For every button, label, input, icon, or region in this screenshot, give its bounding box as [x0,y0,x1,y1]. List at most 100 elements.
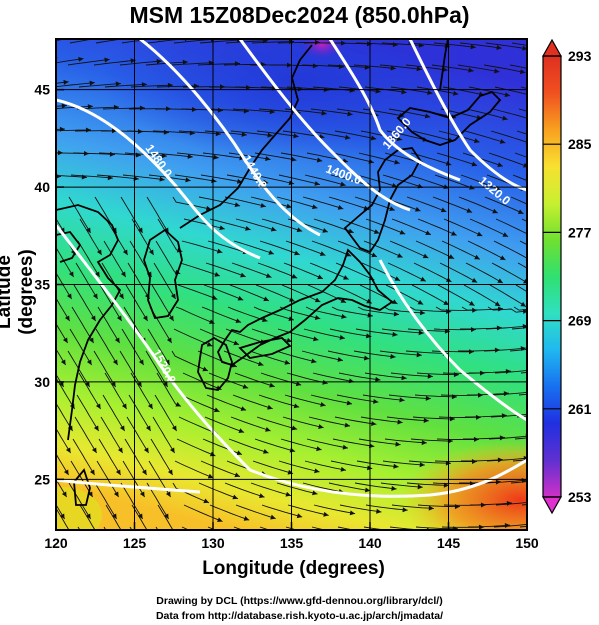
streamline [68,196,91,234]
streamline [416,372,460,376]
streamline-arrow [396,136,403,142]
streamline-arrow [321,534,326,539]
streamline-arrow [90,315,96,322]
streamline [494,86,527,95]
streamline-arrow [92,293,98,300]
streamline [469,218,509,238]
streamline [56,105,67,107]
streamline-arrow [376,508,382,514]
streamline-arrow [121,557,126,563]
streamline [417,218,457,236]
warm-corner [56,487,102,530]
streamline-arrow [397,253,403,258]
streamline [147,328,170,366]
streamline [157,218,183,252]
streamline [385,284,424,305]
streamline [249,350,291,365]
streamline-arrow [110,381,116,388]
streamline-arrow [519,69,526,75]
streamline [463,437,506,440]
streamline-arrow [168,315,174,322]
streamline [232,108,275,113]
streamline [155,240,181,275]
streamline-arrow [419,462,425,468]
streamline [202,438,243,455]
streamline-arrow [156,58,162,64]
streamline-arrow [240,406,247,411]
streamline [391,504,434,509]
streamline-arrow [95,557,100,563]
streamline [407,42,450,47]
streamline [390,372,433,377]
streamline-arrow [319,134,325,140]
streamline-arrow [268,249,274,255]
streamline [380,482,423,488]
streamline [353,64,396,70]
streamline [155,526,159,530]
streamline [126,416,149,454]
streamline-arrow [115,469,121,476]
streamline-arrow [390,65,396,71]
streamline-arrow [375,376,381,382]
streamline-arrow [419,310,426,316]
streamline-arrow [317,274,323,280]
streamline [252,174,295,185]
streamline-arrow [169,447,175,454]
streamline-arrow [504,523,510,529]
streamline-arrow [417,484,423,490]
streamline [231,262,272,278]
streamline-arrow [257,361,264,367]
streamline-arrow [270,514,276,520]
streamline-arrow [211,178,217,184]
taiwan-coast [73,468,91,506]
streamline [223,350,264,366]
streamline [151,284,174,322]
streamline [491,262,527,284]
colorbar-tick-label: 261 [568,401,592,417]
streamline-arrow [54,33,59,38]
streamline-arrow [85,127,91,133]
streamline-arrow [86,359,92,366]
streamline [235,504,276,520]
streamline [56,81,69,84]
streamline-arrow [118,293,124,300]
streamline-arrow [427,90,433,96]
streamline-arrow [203,498,209,504]
x-tick-label: 145 [437,535,461,551]
streamline-arrow [147,403,153,410]
y-tick-label: 45 [34,82,50,98]
streamline-arrow [394,159,400,165]
streamline [229,284,270,302]
x-axis-label: Longitude (degrees) [202,558,385,579]
colorbar-tick-label: 269 [568,313,592,329]
streamline-arrow [391,182,398,188]
colorbar-bar [542,55,562,498]
streamline [287,504,329,516]
streamline [518,393,527,396]
streamline-arrow [145,425,151,432]
streamline-arrow [522,309,527,315]
streamline [171,62,214,66]
streamline-arrow [232,494,238,500]
streamline [468,370,511,374]
streamline [17,483,39,519]
x-tick-label: 130 [201,535,225,551]
contour-1360 [328,39,461,182]
streamline-arrow [141,82,147,88]
streamline-arrow [163,129,169,135]
streamline [251,41,295,44]
streamline-arrow [347,111,353,117]
hokkaido-coast [396,90,502,146]
shikoku-coast [238,337,292,359]
streamline-arrow [111,513,117,520]
streamline [204,416,245,433]
streamline [104,83,147,88]
coldest-region [300,39,344,59]
streamline-arrow [494,301,501,307]
streamline [281,284,321,303]
streamline-arrow [143,447,149,454]
streamline [176,152,219,159]
streamline-arrow [316,157,323,163]
streamline [490,413,527,418]
streamline-arrow [470,44,476,50]
